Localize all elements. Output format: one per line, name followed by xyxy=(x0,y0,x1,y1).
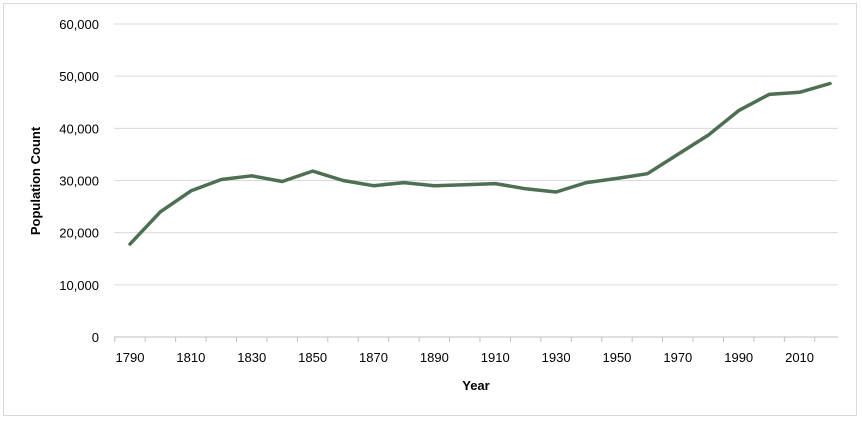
x-tick-label: 1790 xyxy=(116,350,145,365)
x-tick-label: 1830 xyxy=(237,350,266,365)
x-tick-label: 1990 xyxy=(724,350,753,365)
y-tick-label: 40,000 xyxy=(59,121,99,136)
x-tick-label: 1930 xyxy=(542,350,571,365)
x-tick-label: 1810 xyxy=(176,350,205,365)
y-tick-label: 30,000 xyxy=(59,174,99,189)
chart-frame xyxy=(3,3,857,416)
y-tick-label: 0 xyxy=(92,330,99,345)
x-tick-label: 1870 xyxy=(359,350,388,365)
y-tick-label: 60,000 xyxy=(59,17,99,32)
x-tick-label: 1890 xyxy=(420,350,449,365)
x-axis-tick-labels: 1790 1810 1830 1850 1870 1890 1910 1930 1950 1970… xyxy=(116,350,814,365)
x-tick-label: 1850 xyxy=(298,350,327,365)
y-tick-label: 10,000 xyxy=(59,278,99,293)
series-layer xyxy=(128,81,832,246)
x-tick-label: 1910 xyxy=(481,350,510,365)
x-tick-label: 2010 xyxy=(785,350,814,365)
x-axis xyxy=(114,336,838,342)
y-axis-tick-labels: 0 10,000 20,000 30,000 40,000 50,000 60,000 xyxy=(59,17,99,345)
x-tick-label: 1970 xyxy=(663,350,692,365)
y-tick-label: 50,000 xyxy=(59,69,99,84)
x-tick-label: 1950 xyxy=(602,350,631,365)
gridlines xyxy=(114,23,838,286)
x-axis-title: Year xyxy=(462,378,489,393)
y-axis-title: Population Count xyxy=(28,126,43,235)
y-tick-label: 20,000 xyxy=(59,226,99,241)
series-line xyxy=(128,81,832,246)
